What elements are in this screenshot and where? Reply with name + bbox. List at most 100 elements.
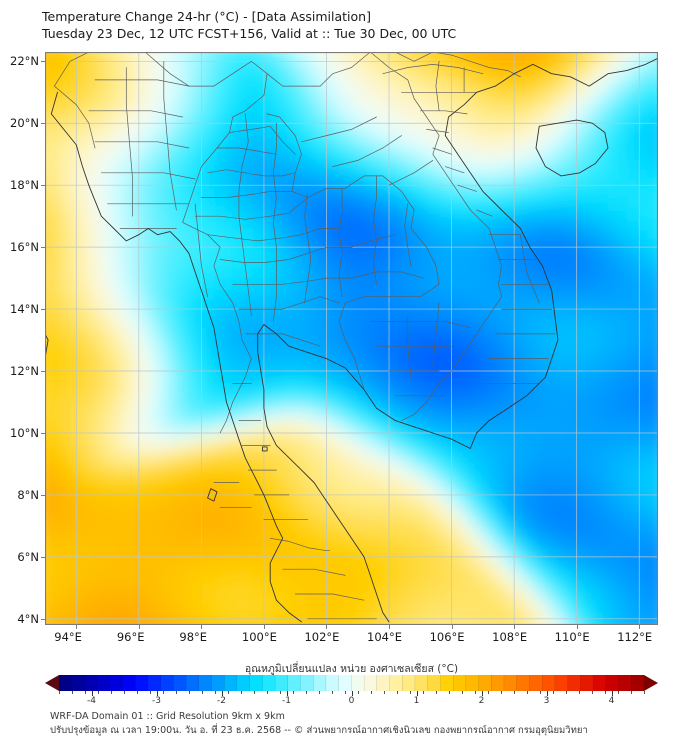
colorbar-band: [631, 675, 645, 691]
y-axis-tick: [41, 618, 45, 620]
colorbar-tick-label: -3: [152, 696, 161, 706]
colorbar-minor-tick: [371, 691, 372, 694]
colorbar-band: [593, 675, 607, 691]
colorbar-minor-tick: [579, 691, 580, 694]
colorbar-minor-tick: [98, 691, 99, 694]
x-axis-tick-label: 110°E: [554, 630, 590, 644]
colorbar-minor-tick: [462, 691, 463, 694]
y-axis-tick: [41, 432, 45, 434]
x-axis-tick: [576, 625, 578, 629]
y-axis-tick-label: 14°N: [10, 302, 39, 317]
colorbar-over-arrow: [644, 675, 658, 691]
footer-block: WRF-DA Domain 01 :: Grid Resolution 9km …: [50, 710, 660, 738]
page-subtitle: Tuesday 23 Dec, 12 UTC FCST+156, Valid a…: [42, 25, 457, 41]
colorbar-major-tick: [481, 691, 483, 696]
colorbar-minor-tick: [436, 691, 437, 694]
colorbar-tick-label: 1: [413, 696, 420, 706]
colorbar-band: [173, 675, 187, 691]
x-axis-tick-label: 104°E: [367, 630, 402, 644]
colorbar-tick-label: -4: [87, 696, 96, 706]
x-axis-tick: [326, 625, 328, 629]
y-axis-tick-label: 4°N: [17, 611, 39, 626]
colorbar-major-tick: [286, 691, 288, 696]
colorbar-minor-tick: [397, 691, 398, 694]
colorbar-band: [580, 675, 594, 691]
graticule: [45, 52, 658, 625]
colorbar-minor-tick: [280, 691, 281, 694]
x-axis-tick: [514, 625, 516, 629]
map-svg: [45, 52, 658, 625]
page-title: Temperature Change 24-hr (°C) - [Data As…: [42, 9, 371, 24]
colorbar-band: [198, 675, 213, 691]
colorbar-minor-tick: [85, 691, 86, 694]
x-axis-tick-label: 94°E: [54, 630, 82, 644]
colorbar-tick-label: -1: [282, 696, 291, 706]
colorbar-band: [326, 675, 340, 691]
y-axis-tick: [41, 494, 45, 496]
colorbar-minor-tick: [423, 691, 424, 694]
colorbar-band: [491, 675, 505, 691]
colorbar-minor-tick: [150, 691, 151, 694]
colorbar-major-tick: [416, 691, 418, 696]
colorbar-minor-tick: [319, 691, 320, 694]
colorbar-band: [389, 675, 403, 691]
footer-model-line: WRF-DA Domain 01 :: Grid Resolution 9km …: [50, 711, 285, 722]
y-axis-tick-label: 8°N: [17, 487, 39, 502]
y-axis-tick: [41, 61, 45, 63]
colorbar-band: [237, 675, 251, 691]
colorbar-minor-tick: [514, 691, 515, 694]
colorbar-major-tick: [611, 691, 613, 696]
colorbar-band: [186, 675, 200, 691]
colorbar-band: [618, 675, 632, 691]
colorbar-band: [440, 675, 454, 691]
x-axis-tick-label: 96°E: [116, 630, 145, 644]
colorbar-minor-tick: [176, 691, 177, 694]
y-axis-tick: [41, 371, 45, 373]
colorbar-band: [313, 675, 327, 691]
colorbar-band: [478, 675, 492, 691]
colorbar-tick-label: 3: [543, 696, 550, 706]
colorbar-minor-tick: [527, 691, 528, 694]
colorbar-band: [402, 675, 416, 691]
x-axis-tick-label: 102°E: [304, 630, 340, 644]
colorbar-minor-tick: [124, 691, 125, 694]
colorbar-minor-tick: [475, 691, 476, 694]
colorbar-major-tick: [546, 691, 548, 696]
y-axis-tick-label: 22°N: [10, 54, 39, 69]
colorbar-band: [148, 675, 162, 691]
colorbar-minor-tick: [592, 691, 593, 694]
colorbar-band: [516, 675, 530, 691]
colorbar: อุณหภูมิเปลี่ยนแปลง หน่วย องศาเซลเซียส (…: [45, 660, 658, 706]
colorbar-minor-tick: [59, 691, 60, 694]
colorbar-band: [84, 675, 98, 691]
administrative-borders: [54, 52, 556, 620]
colorbar-band: [465, 675, 480, 691]
colorbar-band: [338, 675, 352, 691]
colorbar-minor-tick: [306, 691, 307, 694]
colorbar-band: [262, 675, 276, 691]
footer-credit-line: ปรับปรุงข้อมูล ณ เวลา 19:00น. วัน อ. ที่…: [50, 725, 588, 736]
colorbar-band: [504, 675, 518, 691]
colorbar-minor-tick: [163, 691, 164, 694]
colorbar-band: [364, 675, 378, 691]
y-axis-tick: [41, 247, 45, 249]
colorbar-minor-tick: [501, 691, 502, 694]
x-axis-tick-label: 112°E: [617, 630, 653, 644]
colorbar-band: [59, 675, 73, 691]
y-axis-tick-label: 10°N: [10, 425, 39, 440]
colorbar-minor-tick: [228, 691, 229, 694]
colorbar-minor-tick: [241, 691, 242, 694]
colorbar-minor-tick: [189, 691, 190, 694]
colorbar-minor-tick: [358, 691, 359, 694]
colorbar-minor-tick: [384, 691, 385, 694]
colorbar-tick-label: 4: [608, 696, 615, 706]
colorbar-band: [605, 675, 619, 691]
colorbar-gradient: [45, 675, 658, 691]
y-axis-tick: [41, 309, 45, 311]
x-axis-tick: [76, 625, 78, 629]
colorbar-band: [554, 675, 569, 691]
colorbar-band: [122, 675, 136, 691]
y-axis-tick-label: 16°N: [10, 240, 39, 255]
colorbar-band: [427, 675, 441, 691]
